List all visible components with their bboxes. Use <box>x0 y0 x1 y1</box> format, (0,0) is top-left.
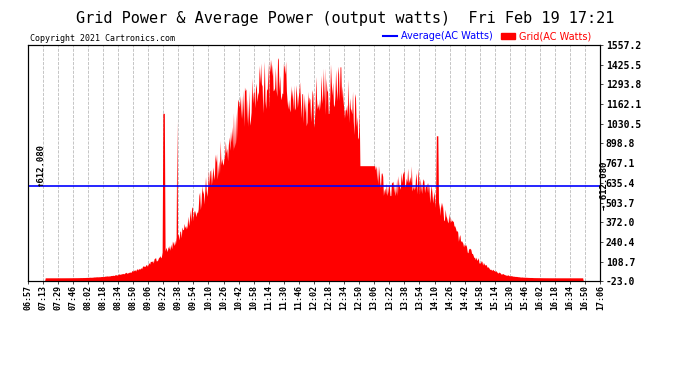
Legend: Average(AC Watts), Grid(AC Watts): Average(AC Watts), Grid(AC Watts) <box>379 27 595 45</box>
Text: Grid Power & Average Power (output watts)  Fri Feb 19 17:21: Grid Power & Average Power (output watts… <box>76 11 614 26</box>
Text: → 612.080: → 612.080 <box>600 162 609 210</box>
Text: ↑612.080: ↑612.080 <box>36 143 45 186</box>
Text: Copyright 2021 Cartronics.com: Copyright 2021 Cartronics.com <box>30 34 175 44</box>
